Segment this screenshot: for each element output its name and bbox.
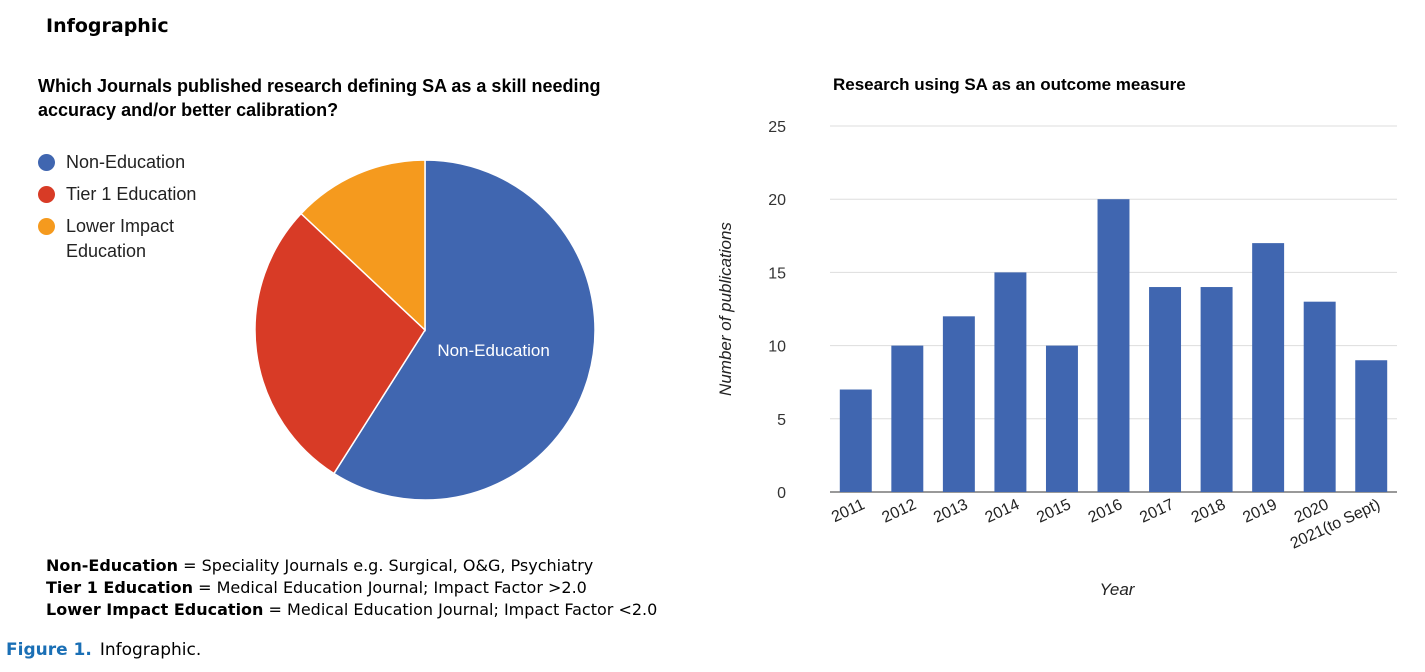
legend-dot-lower-impact-education [38,218,55,235]
bar-2016 [1097,199,1130,492]
x-axis-label: Year [1100,580,1136,599]
x-tick-label: 2011 [829,496,867,526]
bar-2019 [1252,243,1285,492]
y-tick-label: 5 [777,412,786,429]
pie-chart: Non-Education [254,159,596,501]
pie-slice-non-education [332,159,596,501]
legend-item-tier1-education: Tier 1 Education [38,182,206,207]
definition-term: Lower Impact Education [46,600,264,619]
x-tick-label: 2016 [1086,496,1126,526]
bar-2018 [1200,287,1233,492]
legend-item-lower-impact-education: Lower Impact Education [38,214,206,264]
pie-slice-tier-1-education [254,212,426,475]
definition-non-education: Non-Education = Speciality Journals e.g.… [46,555,657,577]
x-tick-label: 2015 [1034,496,1074,526]
x-tick-label: 2012 [880,496,920,526]
definition-text: = Speciality Journals e.g. Surgical, O&G… [177,556,594,575]
bar-2021-to-sept- [1355,360,1388,492]
bar-chart-title: Research using SA as an outcome measure [833,75,1186,94]
y-tick-label: 0 [777,485,786,502]
definition-text: = Medical Education Journal; Impact Fact… [192,578,587,597]
bar-2011 [839,389,872,492]
x-tick-label: 2017 [1137,496,1177,526]
legend-label-non-education: Non-Education [66,152,186,172]
definition-text: = Medical Education Journal; Impact Fact… [263,600,658,619]
bar-2015 [1045,345,1078,492]
caption-text: Infographic. [99,640,202,660]
pie-legend: Non-Education Tier 1 Education Lower Imp… [38,150,206,271]
legend-label-tier1-education: Tier 1 Education [66,184,197,204]
bar-2013 [942,316,975,492]
definitions: Non-Education = Speciality Journals e.g.… [46,555,657,621]
pie-slice-lower-impact-education [300,159,426,332]
y-tick-label: 20 [768,192,786,209]
x-tick-label: 2018 [1189,496,1229,526]
y-tick-label: 10 [768,339,786,356]
legend-item-non-education: Non-Education [38,150,206,175]
bar-2017 [1149,287,1182,492]
pie-chart-title: Which Journals published research defini… [38,76,601,120]
pie-slice-label: Non-Education [437,341,549,360]
infographic-title: Infographic [46,15,169,37]
figure-caption: Figure 1. Infographic. [6,640,201,660]
definition-term: Tier 1 Education [46,578,193,597]
definition-tier1-education: Tier 1 Education = Medical Education Jou… [46,577,657,599]
x-tick-label: 2014 [983,496,1023,526]
bar-2012 [891,345,924,492]
legend-label-lower-impact-education: Lower Impact Education [66,216,175,261]
definition-lower-impact-education: Lower Impact Education = Medical Educati… [46,599,657,621]
bar-chart: Research using SA as an outcome measure 0… [716,75,1397,599]
legend-dot-non-education [38,154,55,171]
bar-2014 [994,272,1027,492]
x-tick-label: 2019 [1240,496,1280,526]
legend-dot-tier1-education [38,186,55,203]
figure-number: Figure 1. [6,640,92,660]
bar-2020 [1303,301,1336,492]
y-tick-label: 15 [768,265,786,282]
y-axis-label: Number of publications [716,222,735,396]
x-tick-label: 2013 [931,496,971,526]
definition-term: Non-Education [46,556,178,575]
y-tick-label: 25 [768,119,786,136]
